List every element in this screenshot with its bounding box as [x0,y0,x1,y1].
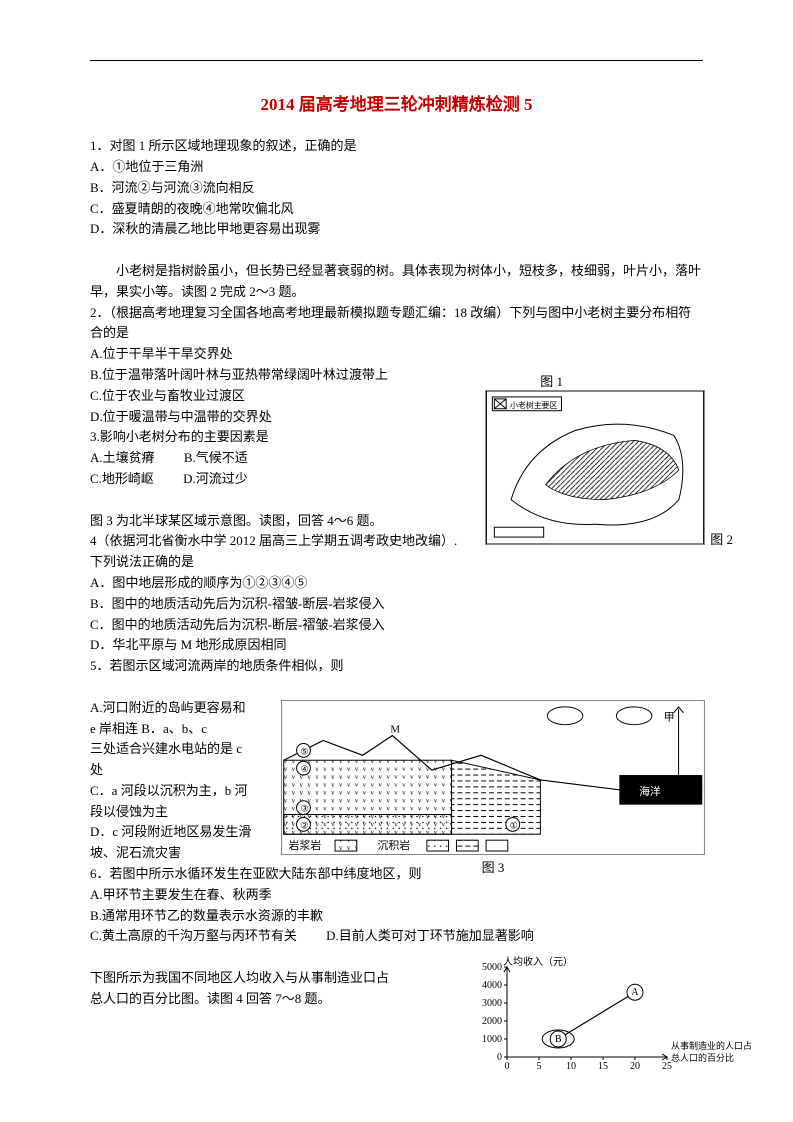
svg-text:人均收入（元）: 人均收入（元） [503,955,573,968]
intro-7-8-block: 下图所示为我国不同地区人均收入与从事制造业口占总人口的百分比图。读图 4 回答 … [90,968,390,1010]
intro-7-8: 下图所示为我国不同地区人均收入与从事制造业口占总人口的百分比图。读图 4 回答 … [90,968,390,1010]
q3-opt-a: A.土壤贫瘠 [90,450,155,465]
cloud-label: 甲 [664,712,675,724]
m-label: M [390,724,400,736]
q6-opt-d: D.目前人类可对丁环节施加显著影响 [326,928,534,943]
figure-4-chart: 0100020003000400050000510152025人均收入（元）从事… [473,955,673,1075]
q5-a2: e 岸相连 B．a、b、c [90,719,260,740]
q5-a4: 处 [90,760,260,781]
sea-label: 海洋 [639,784,661,798]
svg-text:从事制造业的人口占: 从事制造业的人口占 [671,1040,752,1051]
q1-opt-d: D．深秋的清晨乙地比甲地更容易出现雾 [90,219,703,240]
cross-section-svg: 甲 海洋 M v ⑤ ④ ③ ② ① 岩浆岩 [282,701,704,854]
svg-text:15: 15 [598,1061,608,1072]
q2-opt-d: D.位于暖温带与中温带的交界处 [90,407,465,428]
top-rule [90,60,703,61]
q6-opt-a: A.甲环节主要发生在春、秋两季 [90,885,703,906]
q3-opts-ab: A.土壤贫瘠 B.气候不适 [90,448,465,469]
q5-c1: C．a 河段以沉积为主，b 河 [90,781,260,802]
page-title: 2014 届高考地理三轮冲刺精炼检测 5 [90,91,703,118]
svg-text:A: A [631,987,639,998]
q3-opts-cd: C.地形崎岖 D.河流过少 [90,469,465,490]
q6-opt-b: B.通常用环节乙的数量表示水资源的丰歉 [90,906,703,927]
svg-text:5: 5 [537,1061,542,1072]
svg-text:③: ③ [301,804,309,814]
q6-opt-c: C.黄土高原的千沟万壑与丙环节有关 [90,928,297,943]
q4-opt-a: A．图中地层形成的顺序为①②③④⑤ [90,573,465,594]
q5-d1: D．c 河段附近地区易发生滑 [90,822,260,843]
figure-3-cross-section: 甲 海洋 M v ⑤ ④ ③ ② ① 岩浆岩 [281,700,705,855]
q4-opt-c: C．图中的地质活动先后为沉积-断层-褶皱-岩浆侵入 [90,615,465,636]
question-1: 1．对图 1 所示区域地理现象的叙述，正确的是 A．①地位于三角洲 B．河流②与… [90,136,703,240]
question-2-3-block: 2．（根据高考地理复习全国各地高考地理最新模拟题专题汇编：18 改编）下列与图中… [90,303,465,490]
svg-text:10: 10 [566,1061,576,1072]
svg-text:4000: 4000 [482,980,502,991]
map-svg: 小老树主要区 [486,391,704,544]
svg-text:④: ④ [301,764,309,774]
q3-opt-d: D.河流过少 [183,471,248,486]
svg-text:⑤: ⑤ [301,746,309,756]
q5-options: A.河口附近的岛屿更容易和 e 岸相连 B．a、b、c 三处适合兴建水电站的是 … [90,698,260,864]
q2-opt-a: A.位于干旱半干旱交界处 [90,344,465,365]
figure-2-label: 图 2 [710,530,733,551]
q3-opt-c: C.地形崎岖 [90,471,154,486]
q3-stem: 3.影响小老树分布的主要因素是 [90,427,465,448]
svg-text:0: 0 [497,1052,502,1063]
svg-text:0: 0 [505,1061,510,1072]
svg-text:1000: 1000 [482,1034,502,1045]
svg-text:总人口的百分比: 总人口的百分比 [671,1052,734,1063]
svg-text:5000: 5000 [482,962,502,973]
q1-opt-b: B．河流②与河流③流向相反 [90,178,703,199]
q1-stem: 1．对图 1 所示区域地理现象的叙述，正确的是 [90,136,703,157]
svg-text:3000: 3000 [482,998,502,1009]
q5-stem: 5．若图示区域河流两岸的地质条件相似，则 [90,656,465,677]
question-4-6-block: 图 3 为北半球某区域示意图。读图，回答 4～6 题。 4（依据河北省衡水中学 … [90,511,465,677]
legend-magma: 岩浆岩 [289,838,322,852]
svg-text:B: B [555,1034,562,1045]
svg-text:①: ① [510,820,518,830]
q5-a3: 三处适合兴建水电站的是 c [90,739,260,760]
q1-opt-a: A．①地位于三角洲 [90,157,703,178]
q5-d2: 坡、泥石流灾害 [90,843,260,864]
figure-2-map: 小老树主要区 [485,390,705,545]
svg-text:2000: 2000 [482,1016,502,1027]
q4-opt-b: B．图中的地质活动先后为沉积-褶皱-断层-岩浆侵入 [90,594,465,615]
q6-opts-cd: C.黄土高原的千沟万壑与丙环节有关 D.目前人类可对丁环节施加显著影响 [90,926,703,947]
map-legend-text: 小老树主要区 [510,400,557,410]
q3-opt-b: B.气候不适 [184,450,248,465]
q2-stem: 2．（根据高考地理复习全国各地高考地理最新模拟题专题汇编：18 改编）下列与图中… [90,303,700,345]
q2-opt-c: C.位于农业与畜牧业过渡区 [90,386,465,407]
q2-opt-b: B.位于温带落叶阔叶林与亚热带常绿阔叶林过渡带上 [90,365,465,386]
figure-3-label: 图 3 [281,858,705,879]
legend-sed: 沉积岩 [378,838,411,852]
q4-opt-d: D．华北平原与 M 地形成原因相同 [90,635,465,656]
q4-stem: 4（依据河北省衡水中学 2012 届高三上学期五调考政史地改编）.下列说法正确的… [90,531,465,573]
svg-text:②: ② [301,820,309,830]
intro-2-3: 小老树是指树龄虽小，但长势已经显著衰弱的树。具体表现为树体小，短枝多，枝细弱，叶… [90,261,703,303]
q5-c2: 段以侵蚀为主 [90,802,260,823]
q1-opt-c: C．盛夏晴朗的夜晚④地常吹偏北风 [90,199,703,220]
scatter-svg: 0100020003000400050000510152025人均收入（元）从事… [473,955,673,1075]
svg-text:20: 20 [630,1061,640,1072]
intro-4-6: 图 3 为北半球某区域示意图。读图，回答 4～6 题。 [90,511,465,532]
q5-a1: A.河口附近的岛屿更容易和 [90,698,260,719]
